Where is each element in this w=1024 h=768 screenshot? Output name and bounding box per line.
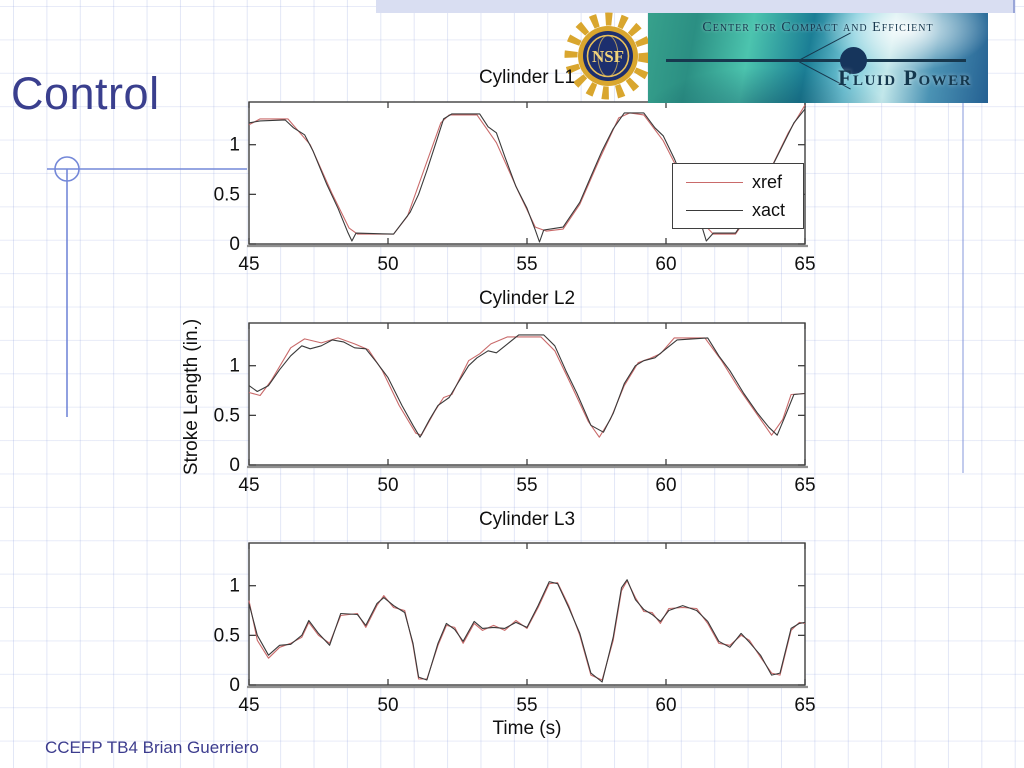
chart2-plot: 45 50 55 60 65 0 0.5 1 — [214, 322, 816, 496]
plot-background — [249, 323, 805, 465]
y-tick-label: 0.5 — [214, 184, 240, 205]
x-tick-label: 45 — [238, 254, 259, 275]
chart1-title: Cylinder L1 — [478, 67, 576, 88]
legend-item-xact: xact — [673, 200, 803, 221]
x-tick-label: 60 — [655, 475, 676, 496]
nsf-logo-text: NSF — [592, 47, 624, 66]
y-tick-label: 0.5 — [214, 625, 240, 646]
footer-credit: CCEFP TB4 Brian Guerriero — [45, 738, 259, 757]
x-tick-label: 45 — [238, 475, 259, 496]
top-strip — [376, 0, 1015, 13]
banner-rule-line — [666, 59, 966, 62]
x-tick-label: 60 — [655, 695, 676, 716]
x-axis-label: Time (s) — [492, 718, 562, 739]
x-tick-label: 50 — [377, 254, 398, 275]
legend-item-xref: xref — [673, 172, 803, 193]
right-accent-line — [962, 103, 964, 473]
y-tick-label: 0 — [229, 455, 240, 476]
x-tick-label: 50 — [377, 475, 398, 496]
legend-xref-line-sample — [686, 181, 743, 183]
decor-circle — [54, 156, 80, 182]
x-tick-label: 55 — [516, 475, 537, 496]
x-tick-label: 65 — [794, 695, 815, 716]
nsf-logo-globe — [583, 31, 633, 81]
x-tick-label: 55 — [516, 695, 537, 716]
y-tick-label: 0.5 — [214, 405, 240, 426]
legend-xref-label: xref — [752, 171, 783, 192]
chart3-plot: 45 50 55 60 65 0 0.5 1 — [214, 542, 816, 716]
chart2-title: Cylinder L2 — [478, 288, 576, 309]
x-tick-label: 55 — [516, 254, 537, 275]
plot-background — [249, 543, 805, 685]
x-tick-label: 65 — [794, 475, 815, 496]
banner-circle-mark — [840, 47, 867, 74]
y-tick-label: 1 — [229, 356, 240, 377]
page-title: Control — [11, 68, 160, 119]
y-tick-label: 1 — [229, 135, 240, 156]
y-tick-label: 0 — [229, 675, 240, 696]
series-xref — [248, 580, 806, 681]
banner-top-text: Center for Compact and Efficient — [702, 20, 934, 35]
x-tick-label: 50 — [377, 695, 398, 716]
banner-fluid-power-text: Fluid Power — [838, 65, 972, 90]
x-tick-label: 45 — [238, 695, 259, 716]
y-tick-label: 1 — [229, 576, 240, 597]
legend-xact-label: xact — [752, 199, 786, 220]
x-tick-label: 60 — [655, 254, 676, 275]
series-xref — [248, 336, 806, 438]
chart3-title: Cylinder L3 — [478, 509, 576, 530]
nsf-logo-rays — [564, 12, 652, 100]
series-xact — [248, 334, 806, 438]
x-tick-label: 65 — [794, 254, 815, 275]
ccefp-banner: Center for Compact and Efficient Fluid P… — [648, 13, 988, 103]
nsf-logo-meridian — [597, 35, 619, 77]
legend-xact-line-sample — [686, 209, 743, 211]
y-tick-label: 0 — [229, 234, 240, 255]
decor-connector — [47, 156, 247, 417]
series-xact — [248, 579, 806, 683]
series-xref — [248, 104, 806, 235]
legend: xref xact — [672, 163, 804, 229]
nsf-logo: NSF — [564, 12, 652, 100]
